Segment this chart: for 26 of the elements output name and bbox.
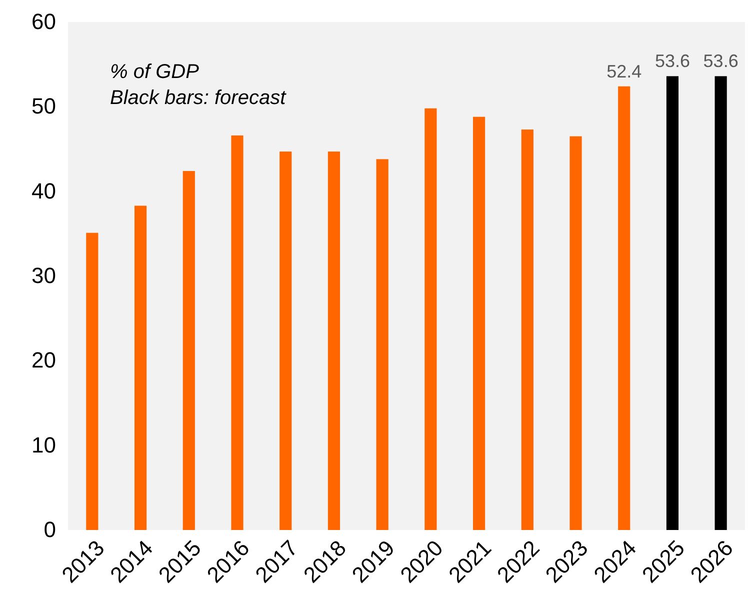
y-tick-label: 50 [32, 94, 56, 119]
data-label: 53.6 [654, 51, 690, 72]
bar [424, 108, 437, 530]
y-tick-label: 60 [32, 9, 56, 34]
bar [376, 159, 388, 530]
bar [666, 76, 679, 530]
bar [134, 206, 147, 530]
bar [231, 135, 244, 530]
bar [328, 152, 340, 530]
data-label: 52.4 [606, 61, 642, 82]
annotation: Black bars: forecast [110, 87, 288, 109]
bar [570, 136, 582, 530]
annotation: % of GDP [110, 61, 200, 83]
bar [714, 76, 727, 530]
data-label: 53.6 [703, 51, 738, 72]
y-tick-label: 10 [32, 432, 56, 458]
y-tick-label: 20 [32, 348, 56, 373]
bar [86, 232, 98, 530]
y-tick-label: 30 [32, 263, 56, 288]
bar [521, 130, 534, 530]
bar [472, 116, 486, 530]
bar [618, 86, 630, 530]
y-tick-label: 0 [44, 517, 56, 542]
y-tick-label: 40 [32, 178, 56, 204]
bar [182, 171, 195, 530]
bar [280, 152, 292, 530]
